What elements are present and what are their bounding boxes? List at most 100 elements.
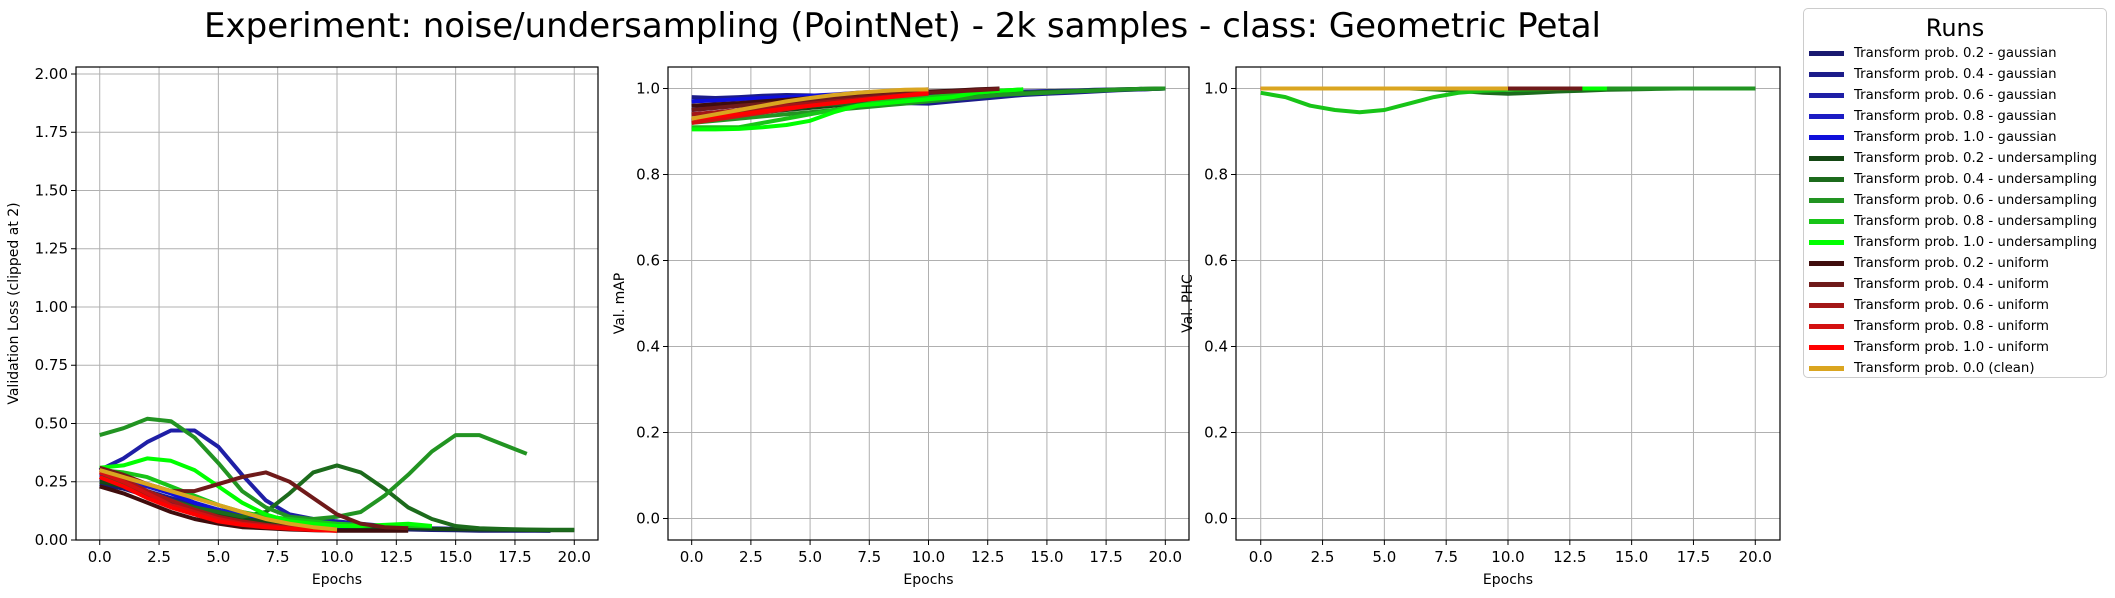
- chart-panel-3: 0.0 2.5 5.0 7.5 10.0 12.5 15.0 17.5 20.0 0.0 0.2 0.…: [1180, 66, 1781, 588]
- y-tick-label: 0.4: [636, 338, 660, 356]
- legend-swatch: [1809, 240, 1844, 245]
- legend-label: Transform prob. 0.4 - undersampling: [1854, 172, 2098, 187]
- x-axis-label: Epochs: [312, 572, 362, 588]
- y-tick-label: 0.6: [1204, 252, 1228, 270]
- y-axis-label: Val. mAP: [612, 273, 628, 335]
- legend-entry: Transform prob. 0.2 - uniform: [1804, 253, 2106, 274]
- y-axis-label: Val. PHC: [1180, 274, 1196, 333]
- series-line: [691, 87, 929, 121]
- y-tick-label: 1.0: [1204, 80, 1228, 98]
- legend-entry: Transform prob. 0.8 - undersampling: [1804, 211, 2106, 232]
- y-tick-label: 0.2: [1204, 424, 1228, 442]
- legend-swatch: [1809, 93, 1844, 98]
- x-axis-label: Epochs: [903, 572, 953, 588]
- x-tick-label: 12.5: [380, 548, 413, 566]
- legend-entries: Transform prob. 0.2 - gaussian Transform …: [1804, 43, 2106, 379]
- x-tick-label: 5.0: [206, 548, 230, 566]
- legend-swatch: [1809, 219, 1844, 224]
- y-tick-label: 1.25: [35, 240, 68, 258]
- x-tick-label: 20.0: [558, 548, 591, 566]
- legend-label: Transform prob. 1.0 - undersampling: [1854, 235, 2098, 250]
- legend-entry: Transform prob. 0.8 - gaussian: [1804, 106, 2106, 127]
- plot-frame: [1235, 66, 1781, 541]
- x-tick-label: 7.5: [1434, 548, 1458, 566]
- legend-entry: Transform prob. 0.6 - gaussian: [1804, 85, 2106, 106]
- legend-label: Transform prob. 0.6 - undersampling: [1854, 193, 2098, 208]
- x-axis-label: Epochs: [1483, 572, 1533, 588]
- x-tick-label: 2.5: [739, 548, 763, 566]
- x-tick-label: 10.0: [1491, 548, 1524, 566]
- plot-frame: [75, 66, 599, 541]
- legend: Runs Transform prob. 0.2 - gaussian Trans…: [1803, 8, 2107, 378]
- legend-swatch: [1809, 114, 1844, 119]
- legend-label: Transform prob. 0.8 - undersampling: [1854, 214, 2098, 229]
- x-tick-label: 12.5: [1553, 548, 1586, 566]
- x-tick-label: 2.5: [147, 548, 171, 566]
- legend-label: Transform prob. 0.6 - uniform: [1854, 298, 2049, 313]
- figure-title: Experiment: noise/undersampling (PointNe…: [204, 6, 1601, 46]
- y-tick-label: 0.25: [35, 473, 68, 491]
- x-tick-label: 2.5: [1311, 548, 1335, 566]
- legend-entry: Transform prob. 1.0 - undersampling: [1804, 232, 2106, 253]
- x-tick-label: 15.0: [1615, 548, 1648, 566]
- x-tick-label: 0.0: [680, 548, 704, 566]
- legend-label: Transform prob. 0.8 - gaussian: [1854, 109, 2057, 124]
- x-tick-label: 20.0: [1739, 548, 1772, 566]
- legend-entry: Transform prob. 1.0 - gaussian: [1804, 127, 2106, 148]
- legend-label: Transform prob. 0.4 - gaussian: [1854, 67, 2057, 82]
- x-tick-label: 10.0: [912, 548, 945, 566]
- legend-title: Runs: [1925, 14, 1985, 42]
- series-line: [99, 416, 528, 521]
- y-axis-label: Validation Loss (clipped at 2): [6, 202, 22, 404]
- legend-entry: Transform prob. 0.2 - undersampling: [1804, 148, 2106, 169]
- legend-swatch: [1809, 156, 1844, 161]
- y-tick-label: 0.8: [1204, 166, 1228, 184]
- y-tick-label: 0.00: [35, 531, 68, 549]
- legend-swatch: [1809, 303, 1844, 308]
- x-tick-label: 17.5: [498, 548, 531, 566]
- legend-label: Transform prob. 0.8 - uniform: [1854, 319, 2049, 334]
- legend-swatch: [1809, 135, 1844, 140]
- y-tick-label: 2.00: [35, 65, 68, 83]
- legend-entry: Transform prob. 0.0 (clean): [1804, 358, 2106, 379]
- chart-panel-1: 0.0 2.5 5.0 7.5 10.0 12.5 15.0 17.5 20.0 0.00 0.25…: [6, 65, 599, 588]
- legend-label: Transform prob. 0.2 - undersampling: [1854, 151, 2098, 166]
- legend-swatch: [1809, 72, 1844, 77]
- x-tick-label: 5.0: [1372, 548, 1396, 566]
- x-tick-label: 5.0: [798, 548, 822, 566]
- y-tick-label: 0.0: [636, 510, 660, 528]
- x-tick-label: 7.5: [857, 548, 881, 566]
- legend-entry: Transform prob. 0.4 - uniform: [1804, 274, 2106, 295]
- series-line: [691, 86, 1000, 112]
- legend-entry: Transform prob. 0.4 - gaussian: [1804, 64, 2106, 85]
- legend-swatch: [1809, 324, 1844, 329]
- x-tick-label: 15.0: [1030, 548, 1063, 566]
- legend-label: Transform prob. 0.2 - gaussian: [1854, 46, 2057, 61]
- series-line: [691, 87, 1024, 132]
- legend-entry: Transform prob. 0.8 - uniform: [1804, 316, 2106, 337]
- y-tick-label: 0.75: [35, 356, 68, 374]
- y-tick-label: 1.0: [636, 80, 660, 98]
- legend-swatch: [1809, 345, 1844, 350]
- legend-label: Transform prob. 0.6 - gaussian: [1854, 88, 2057, 103]
- y-tick-label: 0.2: [636, 424, 660, 442]
- plot-frame: [667, 66, 1190, 541]
- y-tick-label: 1.00: [35, 298, 68, 316]
- y-tick-label: 0.0: [1204, 510, 1228, 528]
- x-tick-label: 15.0: [439, 548, 472, 566]
- legend-swatch: [1809, 282, 1844, 287]
- y-tick-label: 0.6: [636, 252, 660, 270]
- series-line: [98, 428, 551, 533]
- legend-swatch: [1809, 366, 1844, 371]
- series-line: [691, 86, 1166, 125]
- y-tick-label: 0.8: [636, 166, 660, 184]
- legend-entry: Transform prob. 0.2 - gaussian: [1804, 43, 2106, 64]
- x-tick-label: 17.5: [1677, 548, 1710, 566]
- y-tick-label: 0.4: [1204, 338, 1228, 356]
- x-tick-label: 7.5: [266, 548, 290, 566]
- legend-label: Transform prob. 0.0 (clean): [1854, 361, 2035, 376]
- y-tick-label: 0.50: [35, 414, 68, 432]
- x-tick-label: 20.0: [1149, 548, 1182, 566]
- x-tick-label: 0.0: [1249, 548, 1273, 566]
